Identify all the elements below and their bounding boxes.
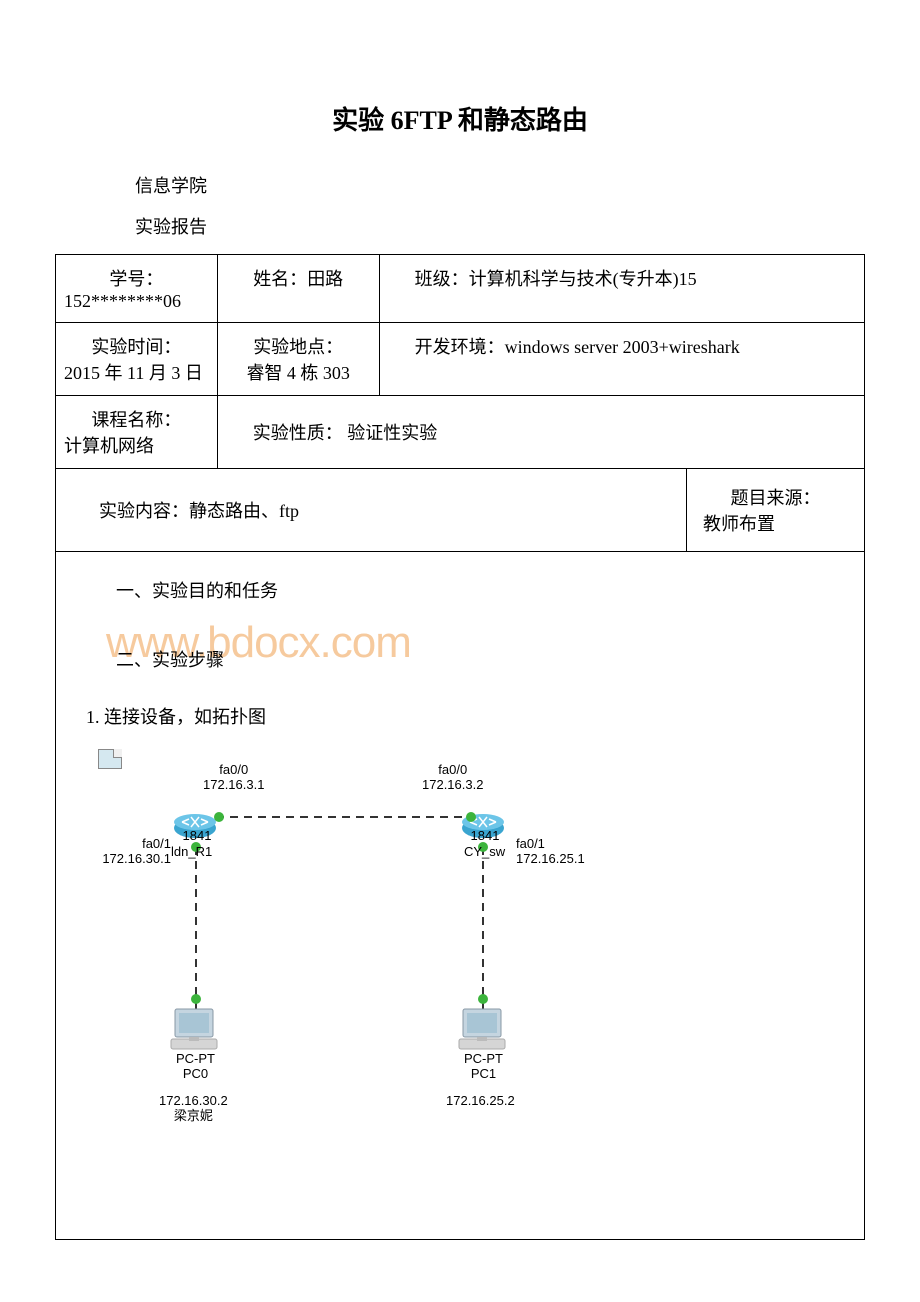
intro-line-1: 信息学院 bbox=[135, 172, 865, 198]
table-row: 实验内容：静态路由、ftp 题目来源： 教师布置 bbox=[56, 469, 865, 552]
section-heading-2-rest: 实验步骤 bbox=[152, 650, 224, 670]
link-dot bbox=[214, 812, 224, 822]
content-label: 实验内容： bbox=[99, 501, 189, 521]
name-label: 姓名： bbox=[253, 269, 307, 289]
content-value: 静态路由、ftp bbox=[189, 501, 299, 521]
section-heading-2-prefix: 二、 bbox=[116, 650, 152, 670]
step-text-1: 1. 连接设备，如拓扑图 bbox=[86, 703, 834, 729]
r2-model-label: 1841 bbox=[470, 829, 500, 844]
table-row: 一、实验目的和任务 www.bdocx.com 二、实验步骤 1. 连接设备，如… bbox=[56, 552, 865, 1240]
link-dot bbox=[478, 994, 488, 1004]
class-value: 计算机科学与技术(专升本)15 bbox=[469, 269, 697, 289]
r1-fa01-label: fa0/1172.16.30.1 bbox=[96, 837, 171, 867]
pc1-type-label: PC-PTPC1 bbox=[464, 1052, 503, 1082]
source-label: 题目来源： bbox=[703, 484, 848, 510]
pc0-ip-label: 172.16.30.2梁京妮 bbox=[159, 1094, 228, 1124]
table-row: 学号： 152********06 姓名：田路 班级：计算机科学与技术(专升本)… bbox=[56, 255, 865, 323]
intro-line-2: 实验报告 bbox=[135, 213, 865, 239]
course-label: 课程名称： bbox=[64, 406, 209, 432]
r2-name-label: CY_sw bbox=[464, 845, 505, 860]
page-title: 实验 6FTP 和静态路由 bbox=[55, 100, 865, 137]
class-label: 班级： bbox=[415, 269, 469, 289]
link-dot bbox=[191, 994, 201, 1004]
name-value: 田路 bbox=[307, 269, 343, 289]
r1-fa00-label: fa0/0172.16.3.1 bbox=[203, 763, 264, 793]
link-dot bbox=[466, 812, 476, 822]
topology-diagram: fa0/0172.16.3.1 fa0/0172.16.3.2 fa0/1172… bbox=[86, 744, 646, 1164]
report-table: 学号： 152********06 姓名：田路 班级：计算机科学与技术(专升本)… bbox=[55, 254, 865, 1240]
source-value: 教师布置 bbox=[703, 510, 848, 536]
student-id-value: 152********06 bbox=[64, 291, 209, 312]
r1-name-label: ldn_R1 bbox=[171, 845, 212, 860]
location-value: 睿智 4 栋 303 bbox=[246, 363, 350, 383]
section-heading-1: 一、实验目的和任务 bbox=[116, 577, 834, 603]
r2-fa01-label: fa0/1172.16.25.1 bbox=[516, 837, 585, 867]
r2-fa00-label: fa0/0172.16.3.2 bbox=[422, 763, 483, 793]
nature-label: 实验性质： bbox=[253, 423, 343, 443]
env-value: windows server 2003+wireshark bbox=[505, 337, 740, 357]
nature-value: 验证性实验 bbox=[343, 423, 438, 443]
time-value: 2015 年 11 月 3 日 bbox=[64, 359, 209, 385]
r1-model-label: 1841 bbox=[182, 829, 212, 844]
env-label: 开发环境： bbox=[415, 337, 505, 357]
time-label: 实验时间： bbox=[64, 333, 209, 359]
pc1-ip-label: 172.16.25.2 bbox=[446, 1094, 515, 1109]
table-row: 课程名称： 计算机网络 实验性质： 验证性实验 bbox=[56, 396, 865, 469]
student-id-label: 学号： bbox=[64, 265, 209, 291]
course-value: 计算机网络 bbox=[64, 432, 209, 458]
location-label: 实验地点： bbox=[253, 337, 343, 357]
pc0-type-label: PC-PTPC0 bbox=[176, 1052, 215, 1082]
table-row: 实验时间： 2015 年 11 月 3 日 实验地点： 睿智 4 栋 303 开… bbox=[56, 323, 865, 396]
